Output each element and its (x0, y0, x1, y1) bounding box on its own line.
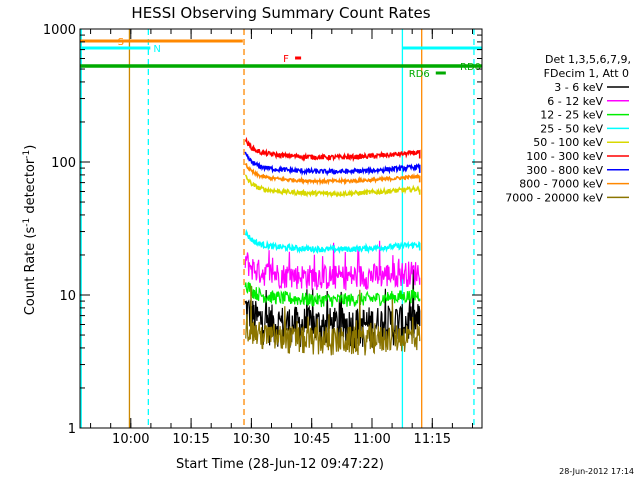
y-tick-label-3: 1000 (43, 23, 76, 38)
x-tick-label-2: 10:30 (233, 432, 270, 447)
legend-label-1: 6 - 12 keV (547, 95, 603, 108)
series-line-2 (244, 281, 421, 308)
series-line-1 (244, 240, 421, 291)
legend-label-6: 300 - 800 keV (526, 164, 603, 177)
series-line-8 (245, 285, 421, 356)
plot-area: S N F RD0 RD6 (80, 29, 482, 428)
flag-label-1: N (153, 44, 160, 55)
x-tick-label-4: 11:00 (353, 432, 390, 447)
plot-frame (79, 28, 483, 429)
y-tick-label-1: 10 (59, 289, 76, 304)
legend-label-8: 7000 - 20000 keV (505, 191, 603, 204)
x-tick-label-3: 10:45 (293, 432, 330, 447)
legend-label-4: 50 - 100 keV (533, 136, 603, 149)
y-axis-label: Count Rate (s-1 detector-1) (22, 145, 38, 316)
x-axis-label: Start Time (28-Jun-12 09:47:22) (176, 457, 384, 472)
plot-clipped-group (80, 29, 475, 428)
series-line-7 (244, 162, 421, 186)
y-tick-label-2: 100 (51, 156, 76, 171)
legend-label-2: 12 - 25 keV (540, 109, 603, 122)
legend: Det 1,3,5,6,7,9, FDecim 1, Att 0 3 - 6 k… (505, 53, 631, 204)
x-tick-label-1: 10:15 (172, 432, 209, 447)
flag-label-4: RD0 (460, 62, 481, 73)
legend-header-line1: Det 1,3,5,6,7,9, (545, 53, 631, 66)
footer-timestamp: 28-Jun-2012 17:14 (559, 467, 634, 476)
chart-title: HESSI Observing Summary Count Rates (131, 4, 430, 22)
x-tick-label-5: 11:15 (414, 432, 451, 447)
legend-label-0: 3 - 6 keV (554, 81, 603, 94)
series-line-5 (244, 136, 421, 163)
series-line-4 (244, 174, 421, 199)
y-axis-label-end: ) (23, 145, 38, 150)
legend-label-5: 100 - 300 keV (526, 150, 603, 163)
y-axis-label-main: Count Rate (s (23, 227, 38, 316)
axes: 1 10 100 1000 10:00 10:15 10:30 10:45 11:00 11:15 (43, 23, 483, 447)
series-line-3 (244, 228, 421, 255)
y-axis-label-mid: detector (23, 158, 38, 218)
flag-label-5: RD6 (409, 69, 430, 80)
y-axis-label-sup2: -1 (22, 150, 32, 159)
y-axis-label-sup1: -1 (22, 218, 32, 227)
series-line-6 (244, 151, 421, 177)
x-tick-label-0: 10:00 (112, 432, 149, 447)
y-tick-label-0: 1 (68, 422, 76, 437)
legend-label-7: 800 - 7000 keV (519, 178, 603, 191)
flag-label-3: F (283, 54, 289, 65)
legend-label-3: 25 - 50 keV (540, 122, 603, 135)
legend-header-line2: FDecim 1, Att 0 (544, 67, 629, 80)
flag-label-0: S (118, 37, 124, 48)
